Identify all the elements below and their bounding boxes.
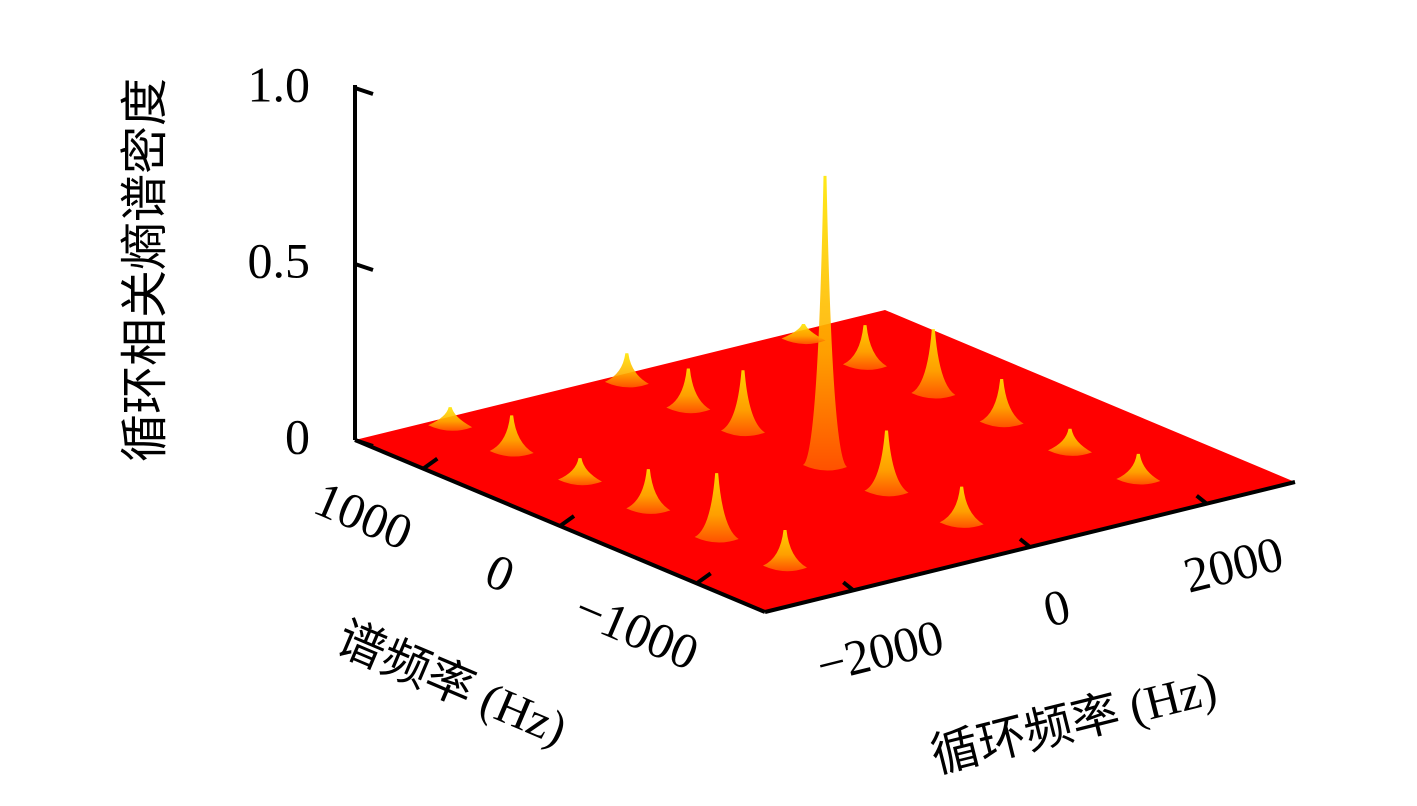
peak bbox=[864, 430, 909, 497]
z-axis-label: 循环相关熵谱密度 bbox=[119, 78, 172, 462]
y-tick-label: 0 bbox=[478, 542, 523, 603]
z-tick-label: 0.5 bbox=[248, 232, 311, 288]
peak bbox=[781, 323, 826, 345]
peak bbox=[694, 473, 739, 543]
z-tick-label: 1.0 bbox=[248, 56, 311, 112]
x-tick bbox=[842, 580, 855, 592]
x-tick-label: 2000 bbox=[1178, 525, 1289, 604]
y-axis-label: 谱频率 (Hz) bbox=[329, 612, 574, 756]
z-tick bbox=[354, 262, 374, 272]
peak bbox=[666, 368, 711, 414]
peak bbox=[1116, 453, 1161, 485]
peak bbox=[604, 353, 649, 388]
peak bbox=[1048, 428, 1092, 456]
peak bbox=[803, 175, 847, 471]
z-tick bbox=[354, 438, 374, 448]
peak bbox=[489, 415, 534, 457]
peak bbox=[626, 469, 671, 514]
y-tick bbox=[422, 457, 439, 471]
peak bbox=[939, 486, 984, 528]
peak bbox=[843, 325, 887, 370]
peak bbox=[911, 329, 956, 399]
y-tick bbox=[695, 571, 712, 585]
x-tick-label: −2000 bbox=[811, 608, 949, 693]
peak bbox=[428, 407, 473, 431]
peak bbox=[763, 529, 807, 572]
peak-layer bbox=[428, 175, 1161, 572]
z-tick bbox=[354, 86, 374, 96]
z-tick-label: 0 bbox=[285, 408, 310, 464]
y-tick-label: −1000 bbox=[567, 579, 707, 681]
peak bbox=[558, 458, 602, 486]
x-tick bbox=[1195, 494, 1208, 506]
y-tick bbox=[558, 514, 576, 528]
peak bbox=[979, 378, 1024, 428]
peak bbox=[721, 370, 765, 437]
x-axis-label: 循环频率 (Hz) bbox=[926, 662, 1222, 784]
y-tick-label: 1000 bbox=[307, 470, 421, 561]
x-tick bbox=[1018, 537, 1032, 549]
x-tick-label: 0 bbox=[1038, 577, 1076, 637]
